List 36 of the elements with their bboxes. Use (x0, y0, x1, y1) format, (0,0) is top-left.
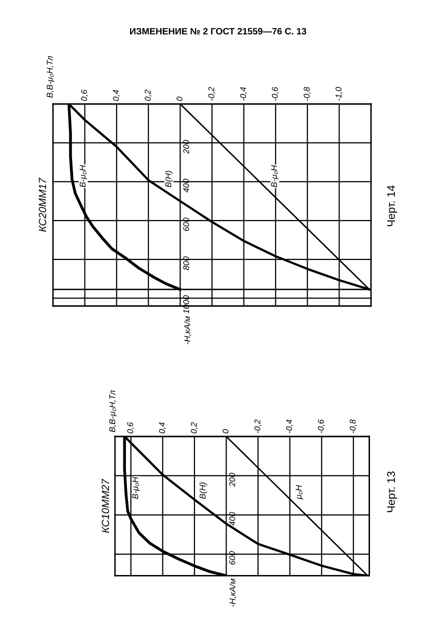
text: B,B-μ₀H,Тл (46, 56, 54, 98)
x-tick-label: 0,2 (190, 422, 198, 434)
x-tick-label: -0,8 (350, 419, 357, 434)
x-tick-label: -0,6 (318, 419, 325, 434)
y-tick-label: 200 (183, 140, 190, 154)
x-tick-label: 0,4 (159, 422, 166, 434)
text: Черт. 13 (387, 472, 398, 512)
text: Черт. 14 (387, 185, 398, 226)
text: μ₀H (296, 485, 304, 500)
text: ИЗМЕНЕНИЕ № 2 ГОСТ 21559—76 С. 13 (130, 28, 306, 34)
x-tick-label: 0,6 (127, 422, 134, 434)
text: B-μ₀H (80, 165, 88, 188)
x-tick-label: 0 (176, 96, 182, 101)
y-tick-label: 600 (229, 551, 236, 565)
y-axis-title: -H,кА/м (184, 316, 192, 344)
x-tick-label: -0,6 (272, 86, 279, 101)
x-tick-label: -0,4 (286, 420, 294, 434)
y-tick-label: 400 (183, 178, 190, 193)
x-tick-label: 0,6 (81, 90, 88, 101)
y-axis-title: -H,кА/м (229, 578, 236, 607)
text: КС20ММ17 (38, 178, 46, 232)
x-tick-label: 0,2 (144, 90, 152, 101)
x-tick-label: -1,0 (336, 86, 342, 101)
x-tick-label: -0,8 (304, 86, 311, 101)
text: B(H) (199, 482, 208, 499)
text: B,B-μ₀H,Тл (109, 390, 117, 432)
x-tick-label: 0 (222, 429, 228, 434)
x-tick-label: -0,2 (208, 86, 216, 101)
text: КС10ММ27 (102, 478, 110, 533)
text: B-μ₀H (132, 476, 140, 499)
y-tick-label: 200 (229, 472, 236, 487)
text: B(H) (165, 170, 173, 188)
x-tick-label: 0,4 (112, 90, 120, 101)
text: B-μ₀H (271, 165, 279, 188)
x-tick-label: -0,2 (254, 419, 262, 434)
x-tick-label: -0,4 (240, 87, 248, 101)
